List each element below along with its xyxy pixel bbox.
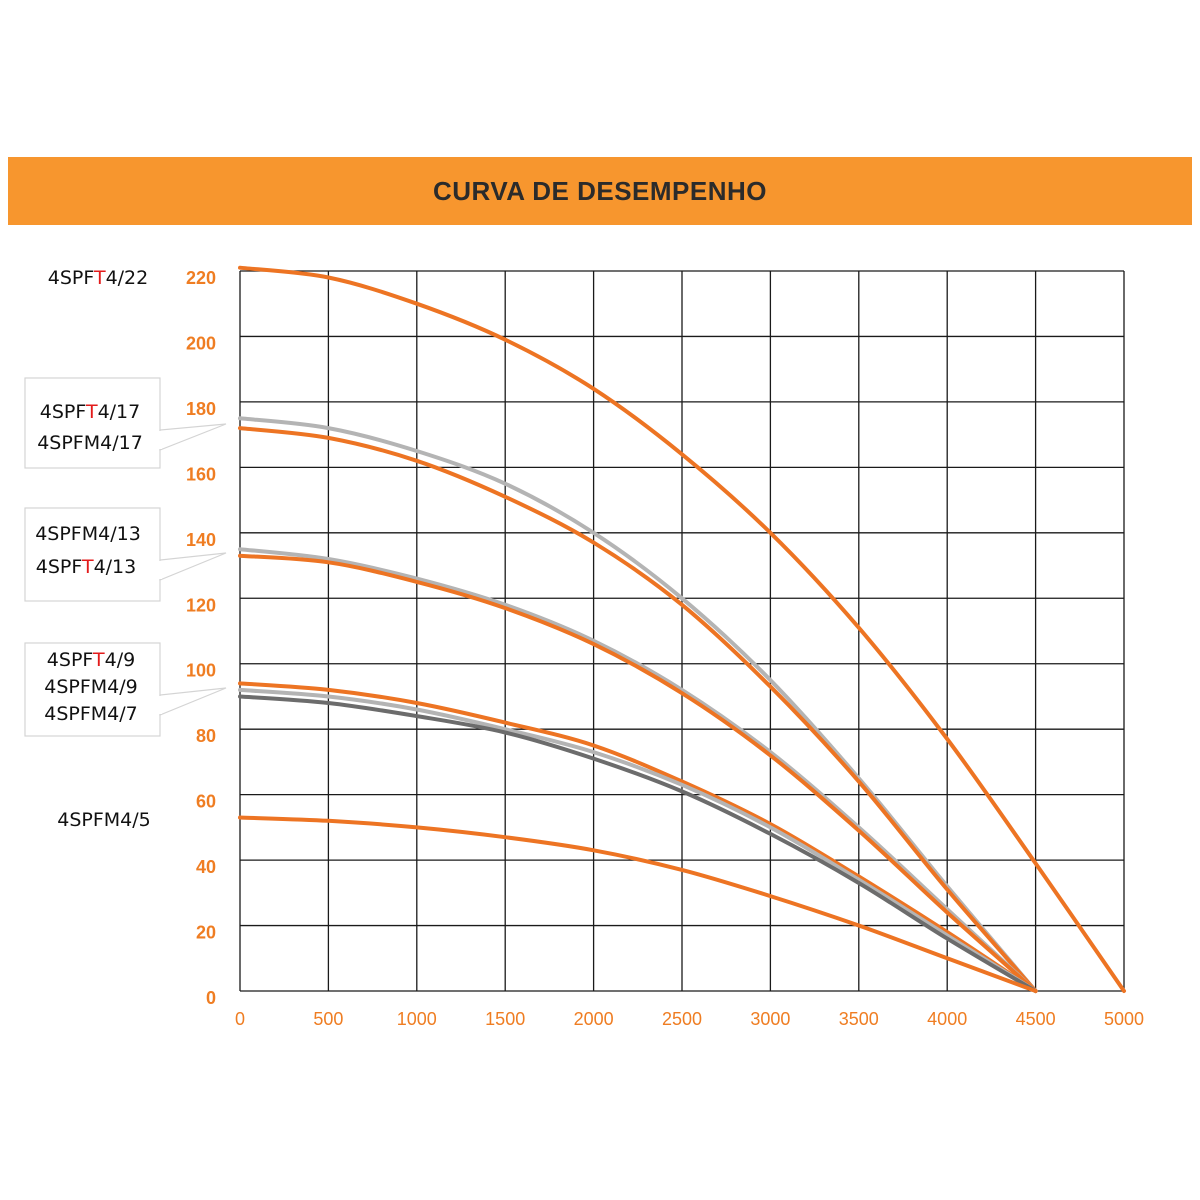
y-tick-label: 160	[186, 464, 216, 484]
curve-4spft4-13	[238, 553, 1038, 993]
curve-series	[238, 265, 1126, 993]
x-tick-label: 500	[313, 1009, 343, 1029]
x-tick-label: 0	[235, 1009, 245, 1029]
curve-4spft4-17	[238, 426, 1038, 993]
y-tick-label: 220	[186, 268, 216, 288]
y-tick-label: 40	[196, 857, 216, 877]
chart-title: CURVA DE DESEMPENHO	[432, 175, 768, 206]
label-4spft4-17: 4SPFT4/17	[40, 401, 140, 423]
y-tick-label: 0	[206, 988, 216, 1008]
x-tick-label: 4000	[927, 1009, 967, 1029]
y-tick-label: 200	[186, 333, 216, 353]
callout-box-13	[24, 507, 227, 602]
y-tick-label: 100	[186, 661, 216, 681]
label-4spfm4-9: 4SPFM4/9	[44, 676, 138, 698]
y-tick-label: 180	[186, 399, 216, 419]
y-tick-label: 140	[186, 530, 216, 550]
x-tick-label: 3000	[750, 1009, 790, 1029]
series-labels: 4SPFT4/22 4SPFT4/17 4SPFM4/17 4SPFM4/13 …	[35, 267, 151, 831]
label-4spfm4-7: 4SPFM4/7	[44, 703, 138, 725]
label-4spft4-13: 4SPFT4/13	[36, 556, 136, 578]
label-4spfm4-13: 4SPFM4/13	[35, 523, 141, 545]
callout-box-17	[24, 377, 227, 469]
y-axis-ticks: 0 20 40 60 80 100 120 140 160 180 200 220	[186, 268, 216, 1008]
curve-4spfm4-13	[238, 547, 1038, 993]
y-tick-label: 80	[196, 726, 216, 746]
callout-box-9	[24, 642, 227, 737]
label-4spft4-9: 4SPFT4/9	[47, 649, 135, 671]
x-axis-ticks: 0 500 1000 1500 2000 2500 3000 3500 4000 4500 5000	[235, 1009, 1144, 1029]
y-tick-label: 60	[196, 792, 216, 812]
x-tick-label: 3500	[839, 1009, 879, 1029]
y-tick-label: 20	[196, 923, 216, 943]
y-tick-label: 120	[186, 595, 216, 615]
label-4spft4-22: 4SPFT4/22	[48, 267, 148, 289]
curve-4spft4-22	[238, 265, 1126, 993]
x-tick-label: 1500	[485, 1009, 525, 1029]
chart-grid	[239, 270, 1125, 992]
x-tick-label: 2500	[662, 1009, 702, 1029]
x-tick-label: 4500	[1016, 1009, 1056, 1029]
label-callouts	[24, 377, 227, 737]
label-4spfm4-17: 4SPFM4/17	[37, 432, 143, 454]
curve-4spfm4-17	[238, 416, 1038, 993]
x-tick-label: 5000	[1104, 1009, 1144, 1029]
x-tick-label: 1000	[397, 1009, 437, 1029]
curve-4spfm4-9	[238, 687, 1038, 993]
curve-4spfm4-5	[238, 815, 1038, 993]
x-tick-label: 2000	[574, 1009, 614, 1029]
curve-4spft4-9	[238, 681, 1038, 993]
curve-4spfm4-7	[238, 694, 1038, 993]
label-4spfm4-5: 4SPFM4/5	[57, 809, 151, 831]
chart-title-banner: CURVA DE DESEMPENHO	[8, 157, 1192, 225]
